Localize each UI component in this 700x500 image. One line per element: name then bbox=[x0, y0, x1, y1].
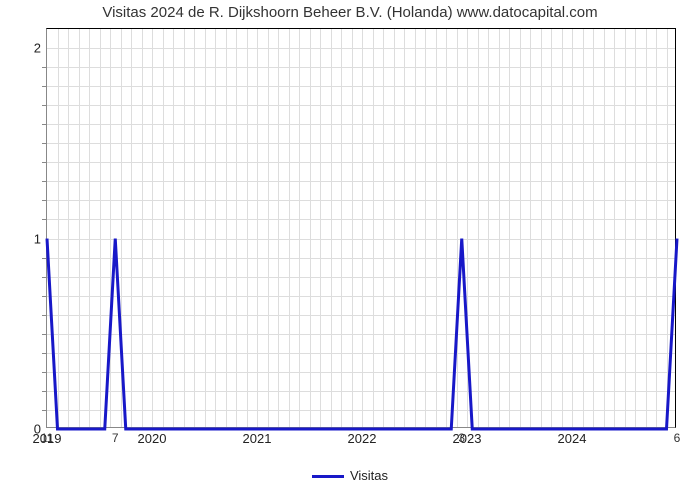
y-tick-label: 2 bbox=[34, 41, 47, 56]
data-point-label: 7 bbox=[112, 431, 119, 445]
plot-area: 01220192020202120222023202411736 bbox=[46, 28, 676, 428]
legend-swatch bbox=[312, 475, 344, 478]
legend: Visitas bbox=[0, 468, 700, 483]
legend-label: Visitas bbox=[350, 468, 388, 483]
data-point-label: 11 bbox=[41, 431, 53, 445]
series-line bbox=[47, 29, 677, 429]
data-point-label: 3 bbox=[458, 431, 465, 445]
y-tick-label: 1 bbox=[34, 231, 47, 246]
chart-title: Visitas 2024 de R. Dijkshoorn Beheer B.V… bbox=[0, 4, 700, 21]
data-point-label: 6 bbox=[674, 431, 681, 445]
